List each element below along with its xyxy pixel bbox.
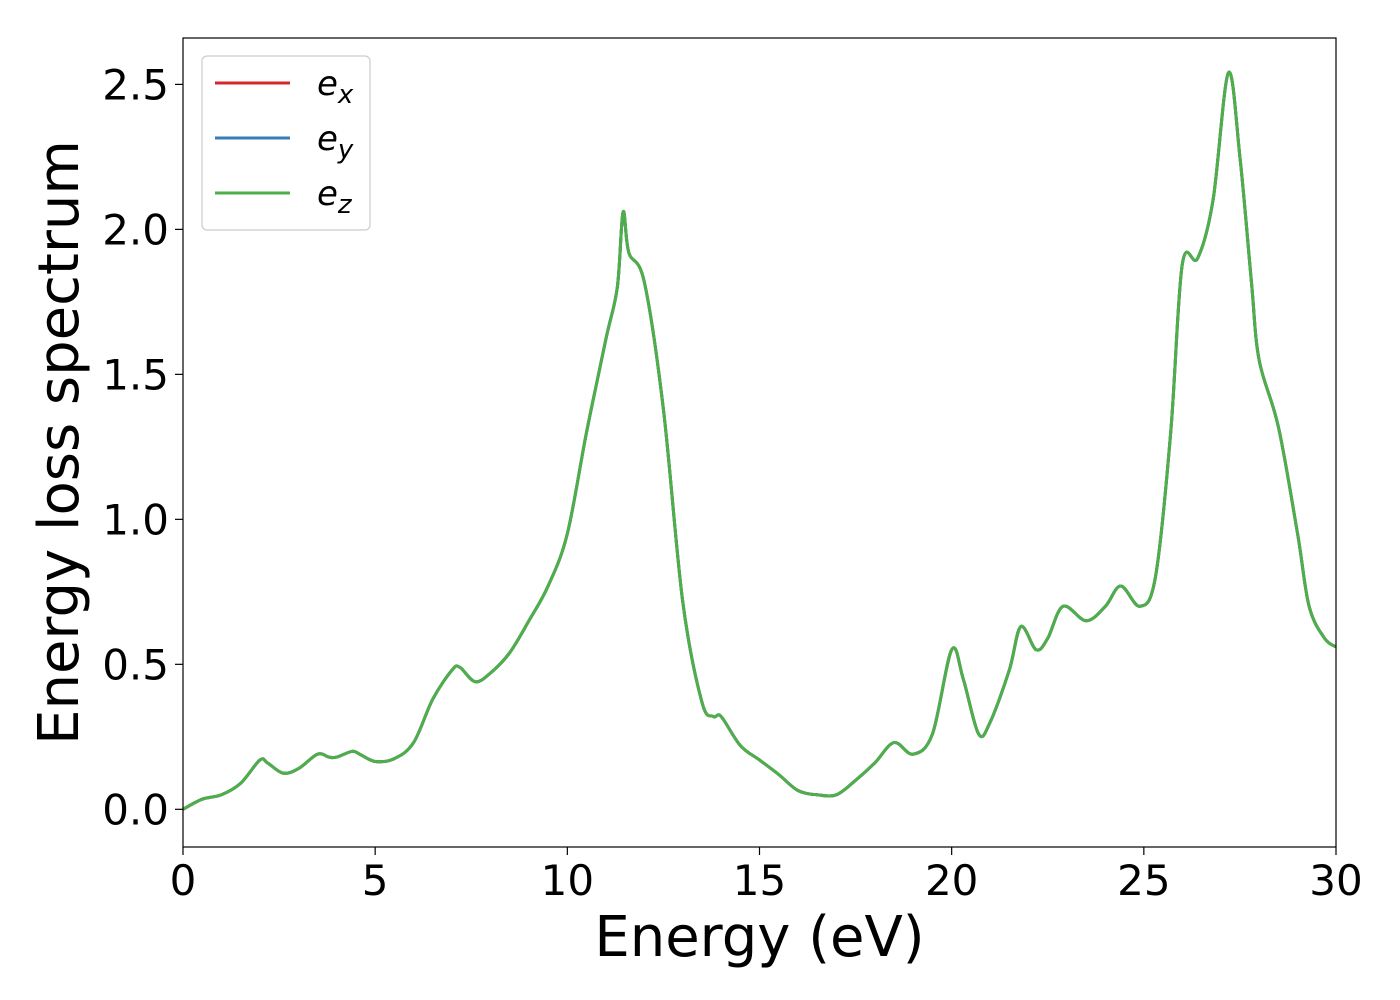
x-tick-label: 0	[170, 856, 197, 905]
x-tick-label: 25	[1117, 856, 1170, 905]
y-tick-label: 1.0	[102, 495, 169, 544]
legend: ex ey ez	[201, 55, 371, 231]
y-axis-title: Energy loss spectrum	[27, 140, 92, 745]
y-tick-label: 2.5	[102, 60, 169, 109]
y-tick-label: 0.0	[102, 785, 169, 834]
y-axis-ticks: 0.0 0.5 1.0 1.5 2.0 2.5	[102, 60, 183, 834]
x-tick-label: 15	[733, 856, 786, 905]
x-tick-label: 20	[925, 856, 978, 905]
series-layer	[183, 70, 1336, 811]
x-tick-label: 5	[362, 856, 389, 905]
x-axis-ticks: 0 5 10 15 20 25 30	[170, 847, 1363, 905]
legend-label: ez	[317, 174, 353, 220]
x-tick-label: 30	[1309, 856, 1362, 905]
legend-label: ey	[317, 119, 354, 165]
y-tick-label: 0.5	[102, 640, 169, 689]
series-line-e-z	[183, 70, 1336, 811]
legend-box	[201, 55, 371, 231]
x-axis-title: Energy (eV)	[594, 905, 924, 970]
x-tick-label: 10	[541, 856, 594, 905]
legend-label: ex	[317, 64, 354, 110]
y-tick-label: 1.5	[102, 350, 169, 399]
y-tick-label: 2.0	[102, 205, 169, 254]
